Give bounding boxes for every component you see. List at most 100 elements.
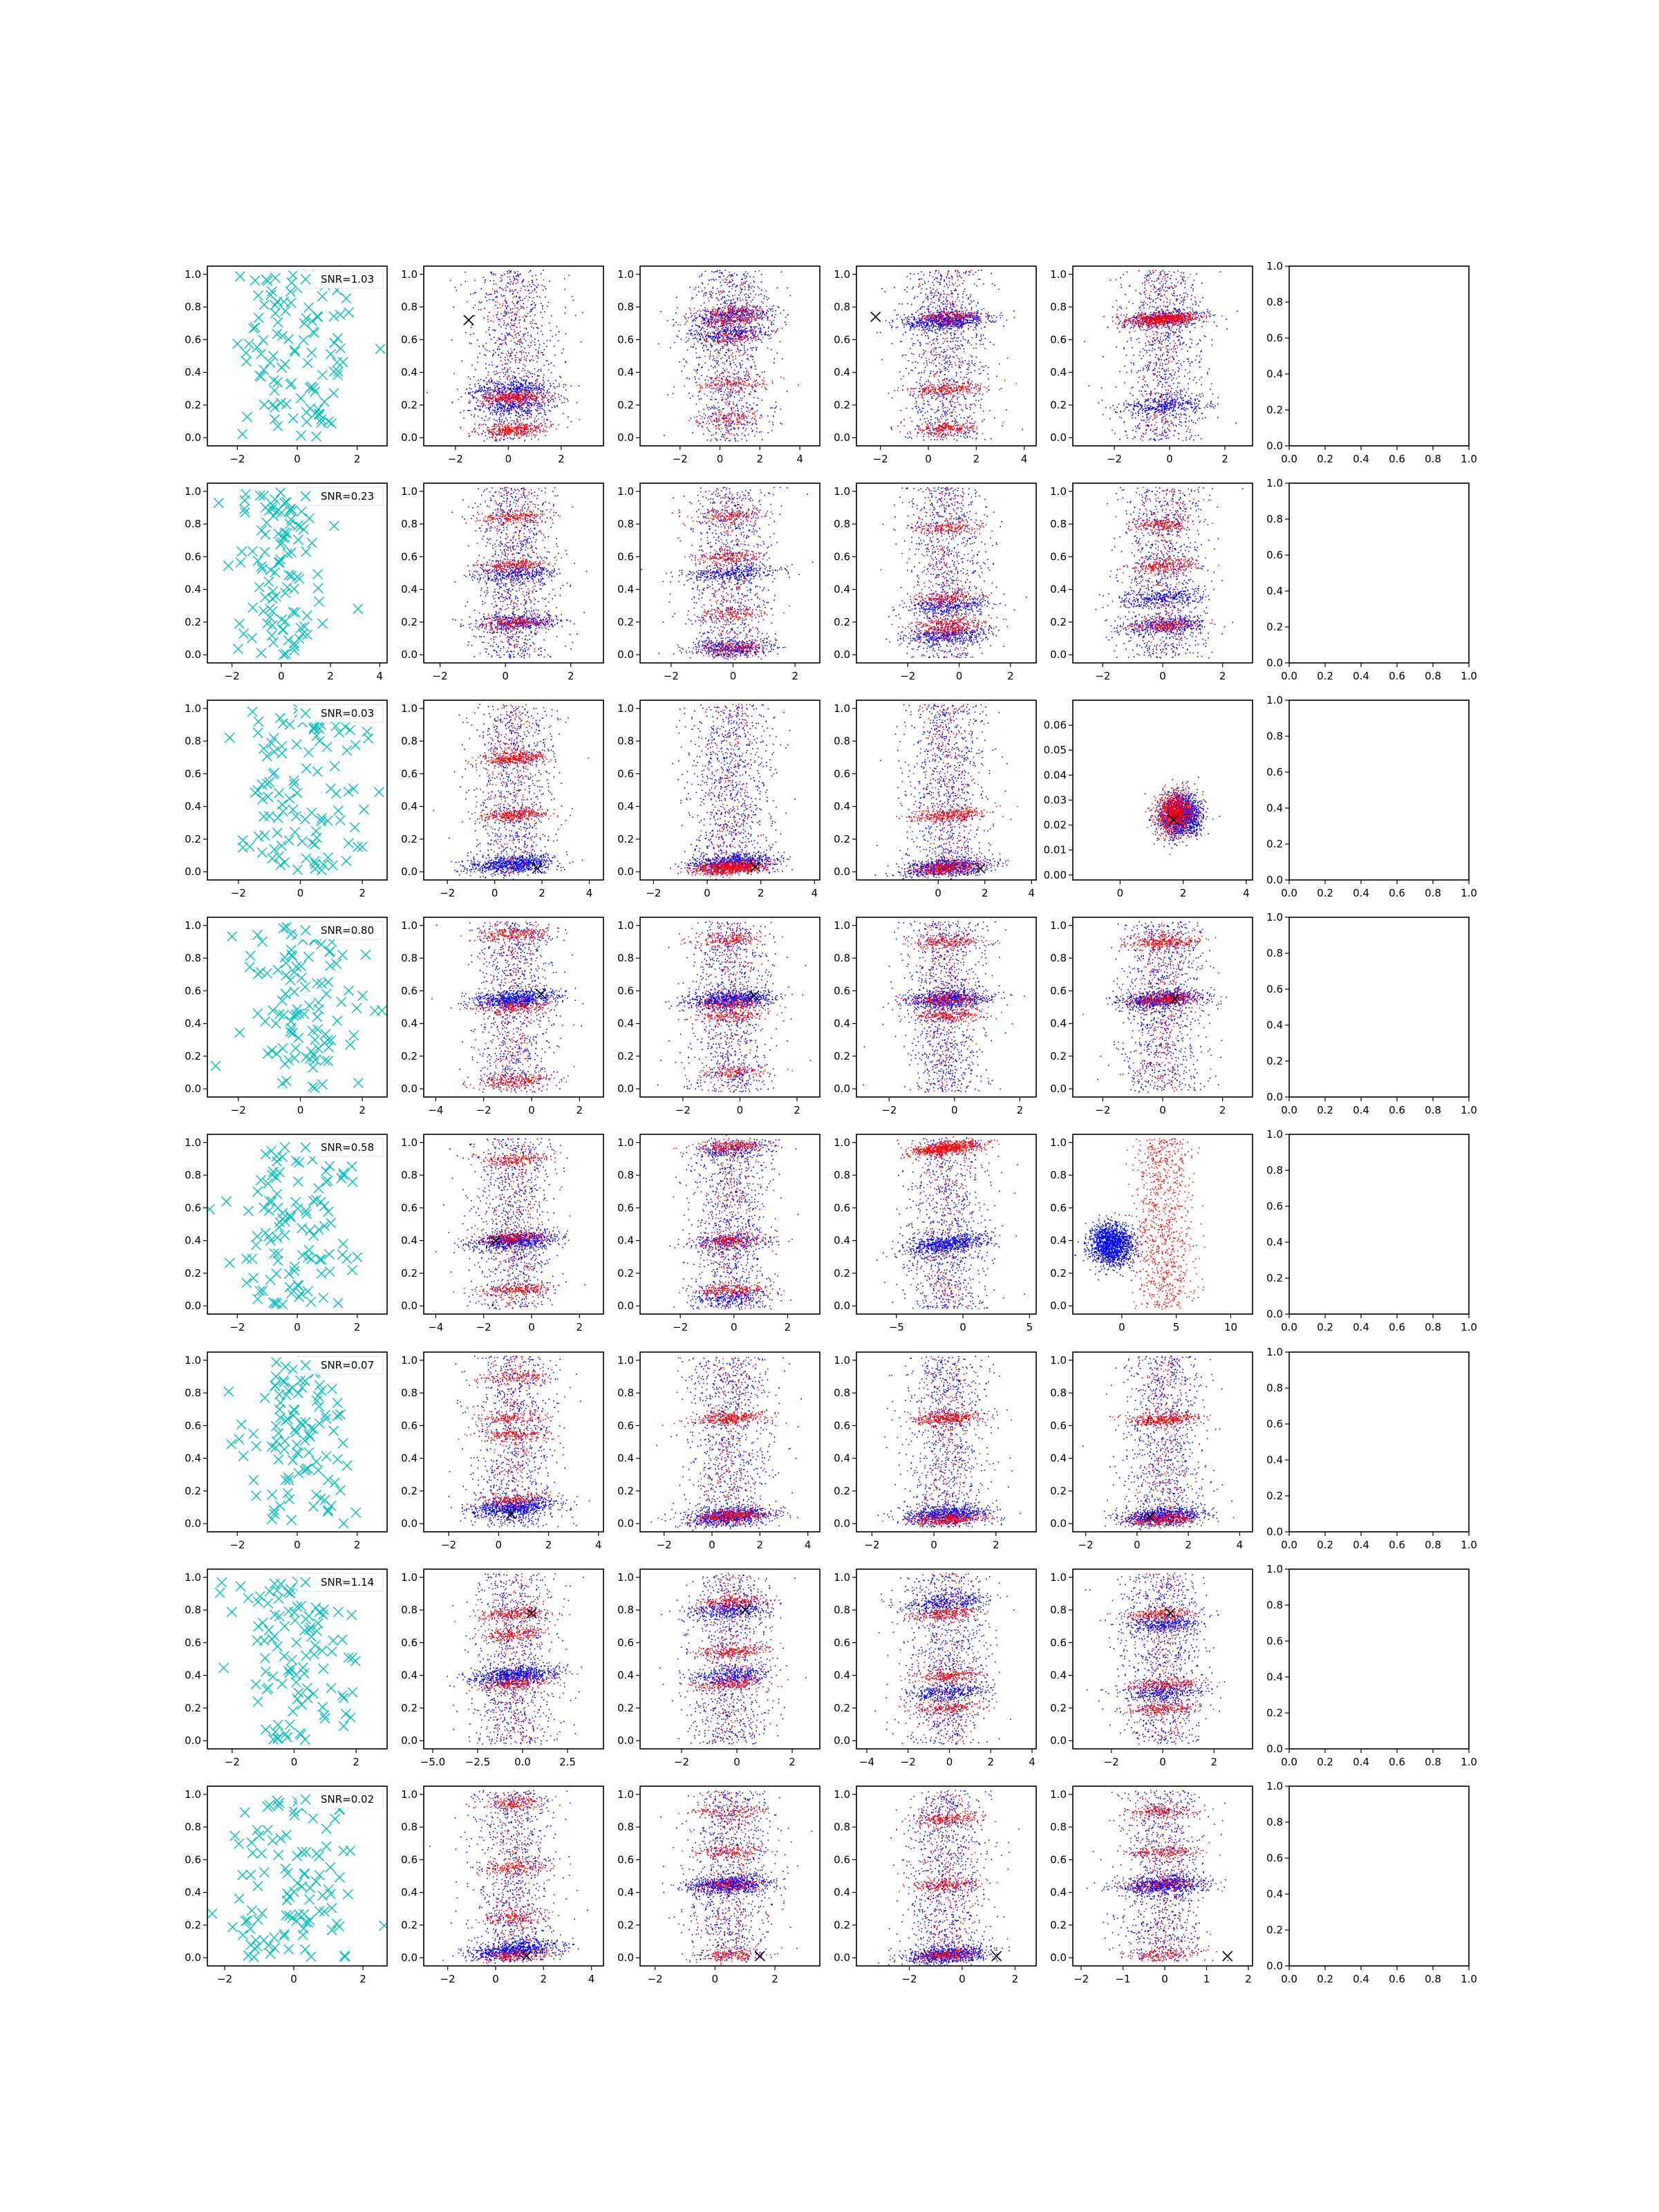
data-point <box>762 384 763 385</box>
data-point <box>503 392 504 393</box>
data-point <box>722 362 724 364</box>
data-point <box>527 290 529 292</box>
data-point <box>521 283 523 284</box>
data-point <box>332 357 342 367</box>
data-point <box>539 413 541 414</box>
data-point <box>743 310 744 311</box>
data-point <box>717 319 718 320</box>
data-point <box>503 413 505 415</box>
data-point <box>729 340 730 341</box>
data-point <box>723 368 724 370</box>
data-point <box>541 312 542 313</box>
data-point <box>534 418 536 420</box>
data-point <box>509 289 511 290</box>
data-point <box>499 421 500 422</box>
data-point <box>740 325 741 326</box>
data-point <box>531 397 532 399</box>
data-point <box>731 350 732 351</box>
data-point <box>512 401 514 402</box>
data-point <box>724 437 725 438</box>
data-point <box>697 325 698 326</box>
data-point <box>563 384 565 386</box>
data-point <box>749 373 750 375</box>
data-point <box>744 332 746 334</box>
data-point <box>548 364 550 365</box>
data-point <box>489 393 491 395</box>
data-point <box>679 330 680 332</box>
data-point <box>720 358 722 359</box>
data-point <box>510 362 512 363</box>
data-point <box>746 429 747 430</box>
data-point <box>474 428 476 429</box>
data-point <box>757 374 758 375</box>
data-point <box>502 275 503 276</box>
data-point <box>747 321 749 323</box>
data-point <box>702 337 704 339</box>
data-point <box>506 391 507 392</box>
data-point <box>749 285 750 286</box>
data-point <box>536 385 537 386</box>
data-point <box>543 343 545 344</box>
data-point <box>516 333 517 335</box>
data-point <box>713 359 714 361</box>
data-point <box>696 404 697 405</box>
data-point <box>505 404 507 405</box>
data-point <box>471 388 472 390</box>
data-point <box>523 411 525 413</box>
data-point <box>717 339 718 340</box>
data-point <box>521 384 523 386</box>
data-point <box>742 315 743 317</box>
data-point <box>520 382 521 384</box>
data-point <box>548 370 550 371</box>
data-point <box>515 423 516 424</box>
data-point <box>517 434 518 435</box>
data-point <box>780 422 781 424</box>
data-point <box>762 337 764 339</box>
data-point <box>746 368 747 369</box>
data-point <box>468 377 469 378</box>
data-point <box>730 390 731 391</box>
data-point <box>499 344 500 346</box>
data-point <box>738 427 740 429</box>
data-point <box>494 419 495 420</box>
data-point <box>534 420 535 422</box>
data-point <box>505 398 507 400</box>
data-point <box>710 344 711 345</box>
data-point <box>259 400 269 410</box>
data-point <box>514 427 516 429</box>
data-point <box>703 319 704 320</box>
data-point <box>742 330 744 332</box>
data-point <box>536 398 537 400</box>
data-point <box>512 294 514 295</box>
data-point <box>751 301 752 302</box>
data-point <box>505 374 506 375</box>
data-point <box>538 284 539 285</box>
data-point <box>481 395 482 396</box>
data-point <box>537 371 538 373</box>
data-point <box>717 330 718 331</box>
data-point <box>495 433 496 434</box>
data-point <box>250 276 260 285</box>
data-point <box>691 334 692 335</box>
data-point <box>750 310 751 311</box>
data-point <box>478 379 479 381</box>
data-point <box>742 279 743 280</box>
data-point <box>487 375 489 376</box>
data-point <box>516 327 517 328</box>
data-point <box>540 409 541 410</box>
data-point <box>754 334 756 335</box>
data-point <box>717 270 718 272</box>
data-point <box>499 287 500 288</box>
data-point <box>715 377 717 379</box>
data-point <box>718 335 720 337</box>
data-point <box>488 329 489 330</box>
data-point <box>577 402 578 404</box>
data-point <box>502 369 503 371</box>
data-point <box>531 388 532 389</box>
data-point <box>787 391 788 392</box>
data-point <box>498 411 499 412</box>
data-point <box>512 308 514 310</box>
data-point <box>658 344 659 345</box>
data-point <box>499 348 500 350</box>
data-point <box>579 420 580 421</box>
